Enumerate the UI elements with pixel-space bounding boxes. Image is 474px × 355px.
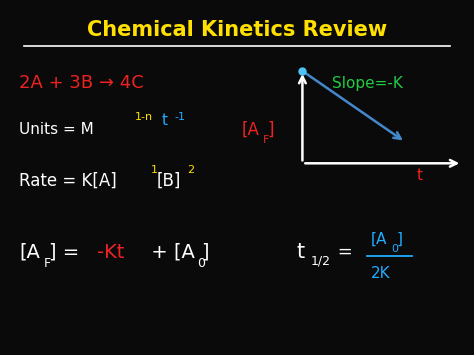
Text: Chemical Kinetics Review: Chemical Kinetics Review [87, 20, 387, 40]
Text: 2K: 2K [371, 266, 390, 281]
Text: 1: 1 [151, 165, 158, 175]
Text: Slope=-K: Slope=-K [332, 76, 403, 91]
Text: [A: [A [19, 242, 40, 262]
Text: [A: [A [371, 232, 387, 247]
Text: 1-n: 1-n [135, 112, 153, 122]
Text: 0: 0 [197, 257, 205, 270]
Text: F: F [44, 257, 51, 270]
Text: 0: 0 [392, 244, 399, 253]
Text: [A: [A [242, 121, 260, 138]
Text: t: t [162, 113, 168, 128]
Text: 2: 2 [187, 165, 194, 175]
Text: -Kt: -Kt [97, 242, 125, 262]
Text: 2A + 3B → 4C: 2A + 3B → 4C [19, 75, 144, 92]
Text: F: F [263, 135, 269, 145]
Text: ] =: ] = [49, 242, 86, 262]
Text: [B]: [B] [156, 172, 181, 190]
Text: ]: ] [201, 242, 209, 262]
Text: =: = [332, 243, 353, 261]
Text: Rate = K[A]: Rate = K[A] [19, 172, 117, 190]
Text: Units = M: Units = M [19, 122, 94, 137]
Text: t: t [296, 242, 304, 262]
Text: 1/2: 1/2 [310, 255, 330, 267]
Text: t: t [417, 168, 423, 183]
Text: -1: -1 [174, 112, 185, 122]
Text: + [A: + [A [145, 242, 194, 262]
Text: ]: ] [396, 232, 402, 247]
Text: ]: ] [268, 121, 274, 138]
